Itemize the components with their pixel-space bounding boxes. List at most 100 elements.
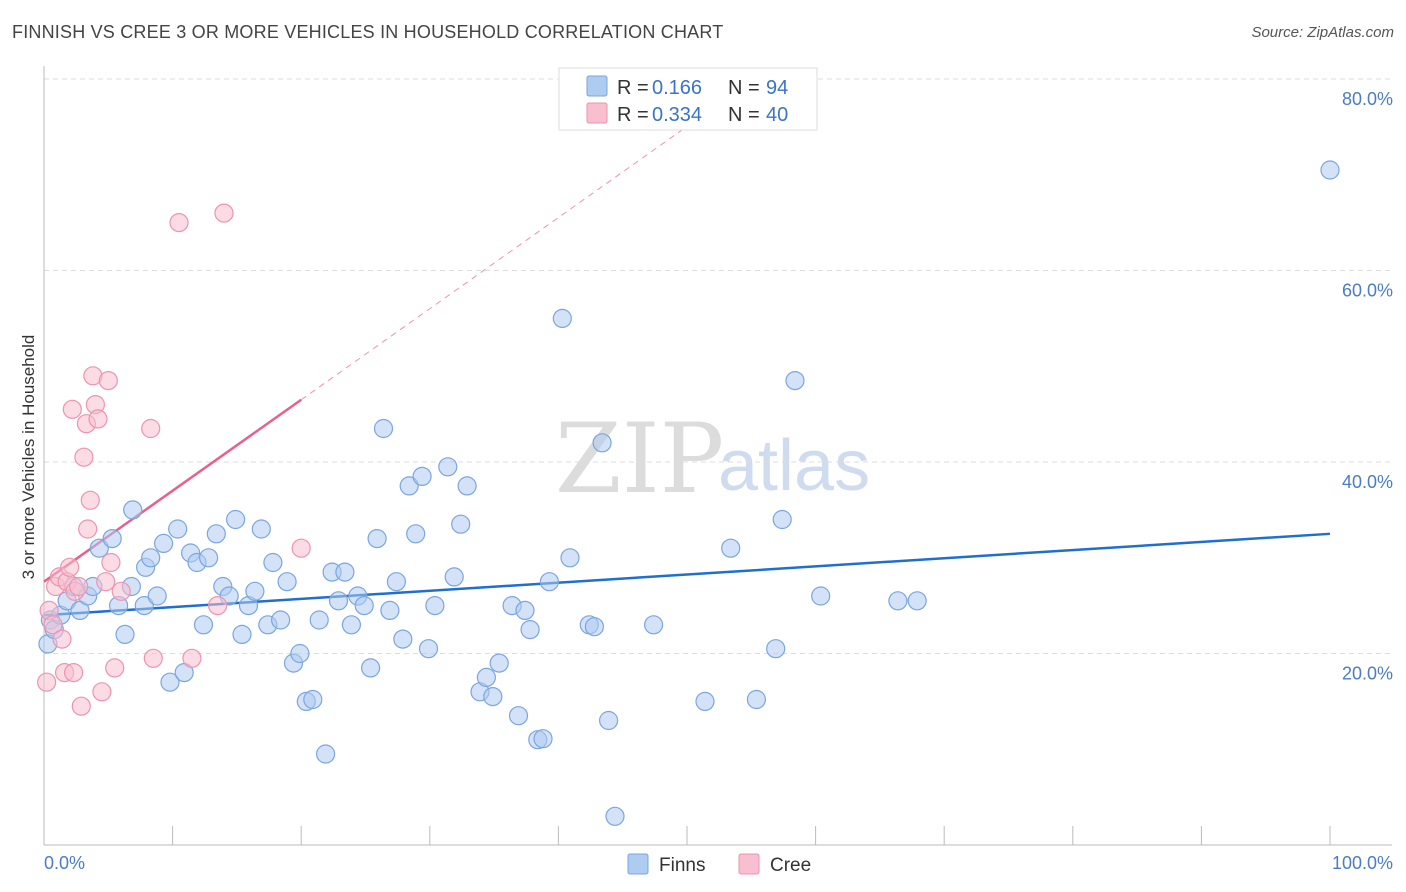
legend-r-label-finns: R =	[617, 77, 649, 99]
point-cree-26	[111, 581, 131, 601]
point-finns-91	[811, 586, 831, 606]
point-finns-38	[277, 572, 297, 592]
point-cree-8	[60, 557, 80, 577]
point-cree-21	[92, 682, 112, 702]
point-finns-60	[418, 639, 439, 659]
bottom-legend-label-finns: Finns	[659, 855, 705, 876]
point-finns-34	[251, 519, 271, 539]
legend-n-value-cree: 40	[766, 104, 788, 126]
point-cree-13	[71, 696, 91, 716]
point-finns-88	[766, 639, 786, 659]
point-finns-77	[552, 308, 572, 328]
point-finns-72	[515, 600, 535, 621]
point-cree-31	[208, 595, 228, 616]
point-cree-20	[88, 409, 108, 429]
point-finns-84	[643, 615, 664, 635]
point-finns-42	[303, 689, 323, 710]
point-finns-52	[367, 528, 387, 549]
legend-n-label-cree: N =	[728, 104, 760, 126]
point-finns-80	[584, 617, 605, 637]
point-cree-33	[291, 538, 311, 558]
point-finns-40	[290, 643, 310, 664]
point-cree-29	[169, 213, 189, 233]
y-axis-title: 3 or more Vehicles in Household	[19, 335, 38, 580]
point-cree-0	[36, 672, 57, 692]
trend-lines	[43, 116, 1331, 617]
watermark: ZIP atlas	[555, 403, 870, 515]
point-finns-62	[438, 457, 458, 477]
point-finns-85	[695, 691, 715, 712]
point-finns-65	[457, 476, 477, 496]
point-finns-31	[232, 624, 252, 645]
point-cree-32	[214, 203, 234, 223]
point-cree-28	[143, 648, 163, 668]
legend-r-value-cree: 0.334	[652, 104, 702, 126]
point-finns-47	[335, 562, 355, 582]
point-cree-22	[96, 572, 116, 592]
point-finns-54	[380, 600, 400, 621]
x-tick-label-min: 0.0%	[44, 853, 85, 873]
point-finns-50	[354, 595, 374, 616]
point-cree-5	[52, 629, 72, 649]
point-finns-82	[598, 710, 619, 731]
point-finns-17	[141, 548, 161, 568]
point-finns-37	[271, 610, 291, 630]
point-cree-17	[80, 490, 100, 510]
point-finns-12	[115, 624, 135, 645]
point-finns-10	[102, 528, 122, 549]
point-finns-33	[245, 581, 265, 601]
point-finns-68	[483, 686, 503, 707]
point-finns-63	[444, 567, 464, 587]
point-finns-14	[123, 500, 143, 520]
point-finns-19	[154, 533, 174, 554]
point-finns-67	[476, 667, 496, 688]
point-finns-59	[412, 466, 432, 486]
point-cree-23	[98, 371, 118, 391]
point-finns-44	[316, 744, 336, 764]
data-points	[36, 160, 1340, 826]
point-finns-18	[147, 586, 167, 606]
series-legend: Finns Cree	[627, 853, 811, 876]
trend-line-finns	[43, 532, 1331, 617]
point-cree-25	[105, 658, 125, 678]
point-finns-61	[425, 595, 445, 616]
point-finns-71	[508, 706, 529, 726]
bottom-legend-swatch-finns	[627, 853, 649, 875]
point-finns-69	[489, 653, 509, 673]
point-finns-78	[560, 548, 580, 568]
axis-labels: 3 or more Vehicles in Household 20.0% 40.…	[19, 89, 1393, 873]
point-cree-24	[101, 552, 121, 573]
point-finns-56	[393, 629, 413, 649]
chart-source: Source: ZipAtlas.com	[1251, 24, 1394, 41]
point-finns-94	[1320, 160, 1340, 180]
point-finns-83	[605, 806, 625, 826]
point-finns-73	[520, 619, 540, 640]
watermark-atlas: atlas	[718, 426, 870, 506]
y-tick-label-40: 40.0%	[1342, 472, 1393, 492]
point-cree-16	[78, 519, 98, 539]
point-finns-90	[785, 371, 805, 391]
legend-r-value-finns: 0.166	[652, 77, 702, 99]
point-cree-9	[62, 399, 82, 419]
legend-n-label-finns: N =	[728, 77, 760, 99]
watermark-zip: ZIP	[555, 403, 724, 515]
point-finns-87	[746, 689, 767, 710]
trend-line-cree-extension	[300, 116, 701, 401]
point-cree-27	[141, 418, 161, 439]
y-tick-label-80: 80.0%	[1342, 89, 1393, 109]
point-cree-30	[182, 648, 202, 668]
point-finns-21	[168, 519, 188, 539]
point-finns-57	[399, 476, 419, 496]
point-cree-2	[43, 615, 63, 635]
point-finns-92	[888, 591, 908, 611]
point-finns-26	[199, 548, 219, 568]
grid-lines	[44, 78, 1392, 654]
legend-swatch-cree	[586, 102, 608, 124]
bottom-legend-label-cree: Cree	[770, 855, 811, 876]
bottom-legend-swatch-cree	[738, 853, 760, 875]
point-finns-58	[406, 524, 426, 544]
point-finns-53	[373, 418, 394, 439]
point-finns-25	[193, 615, 214, 635]
point-finns-51	[361, 658, 381, 678]
